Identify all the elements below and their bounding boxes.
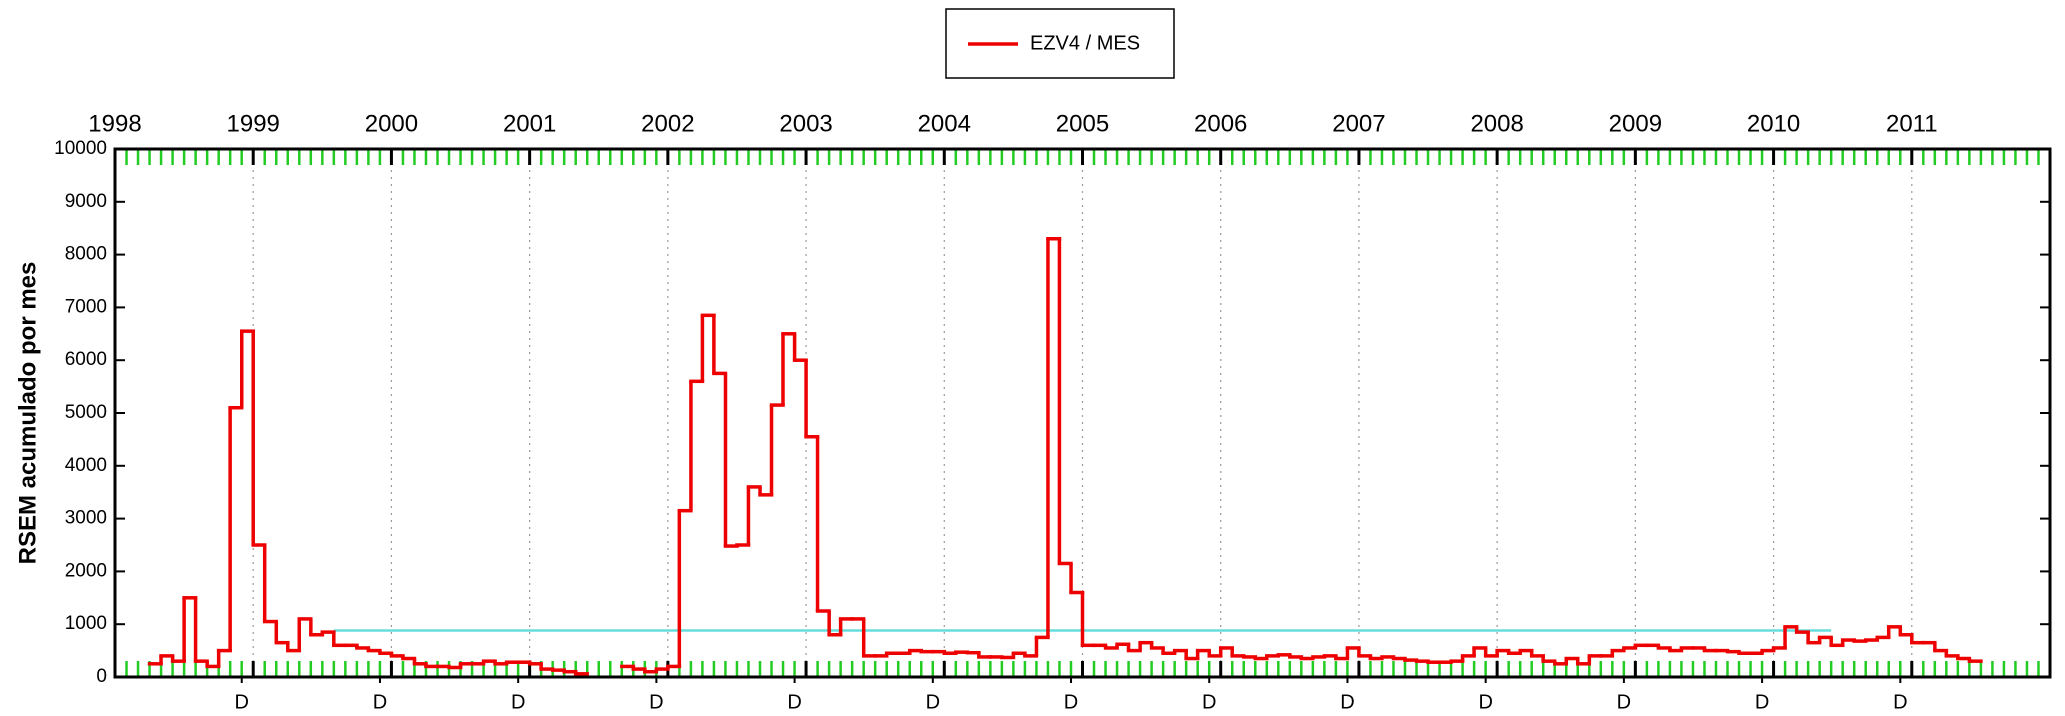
x2-tick-label: D xyxy=(926,691,940,713)
y-tick-label: 6000 xyxy=(65,349,107,370)
x-tick-label: 2006 xyxy=(1194,110,1247,137)
x2-tick-label: D xyxy=(511,691,525,713)
y-tick-label: 9000 xyxy=(65,191,107,212)
y-tick-label: 3000 xyxy=(65,508,107,529)
x2-tick-label: D xyxy=(1064,691,1078,713)
x-tick-label: 2011 xyxy=(1886,110,1938,137)
x-tick-label: 2007 xyxy=(1332,110,1385,137)
x-tick-label: 2000 xyxy=(365,110,418,137)
x-tick-label: 2005 xyxy=(1056,110,1109,137)
x-tick-label: 2003 xyxy=(779,110,832,137)
x-tick-label: 2008 xyxy=(1470,110,1523,137)
x2-tick-label: D xyxy=(1478,691,1492,713)
x-tick-label: 1998 xyxy=(88,110,141,137)
y-tick-label: 10000 xyxy=(54,138,107,159)
x2-tick-label: D xyxy=(1202,691,1216,713)
y-tick-label: 5000 xyxy=(65,402,107,423)
x2-tick-label: D xyxy=(1340,691,1354,713)
x-tick-label: 2004 xyxy=(918,110,971,137)
legend-label: EZV4 / MES xyxy=(1030,32,1140,54)
y-axis-label: RSEM acumulado por mes xyxy=(14,262,41,565)
x2-tick-label: D xyxy=(235,691,249,713)
x-tick-label: 2001 xyxy=(503,110,556,137)
y-tick-label: 2000 xyxy=(65,560,107,581)
y-tick-label: 1000 xyxy=(65,613,107,634)
x2-tick-label: D xyxy=(373,691,387,713)
x2-tick-label: D xyxy=(787,691,801,713)
plot-frame xyxy=(113,147,2052,679)
x-tick-label: 2010 xyxy=(1747,110,1800,137)
x2-tick-label: D xyxy=(1755,691,1769,713)
y-tick-label: 7000 xyxy=(65,296,107,317)
y-tick-label: 8000 xyxy=(65,244,107,265)
x-tick-label: 2009 xyxy=(1609,110,1662,137)
x-tick-label: 1999 xyxy=(227,110,280,137)
x-tick-label: 2002 xyxy=(641,110,694,137)
x2-tick-label: D xyxy=(649,691,663,713)
y-tick-label: 4000 xyxy=(65,455,107,476)
x2-tick-label: D xyxy=(1617,691,1631,713)
x2-tick-label: D xyxy=(1893,691,1907,713)
y-tick-label: 0 xyxy=(96,666,107,687)
